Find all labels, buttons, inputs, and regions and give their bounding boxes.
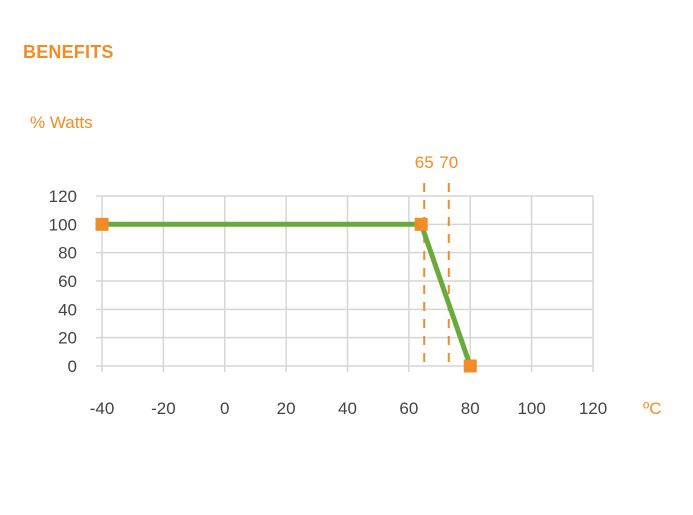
x-tick-label: 120 (579, 399, 607, 418)
y-axis-label: % Watts (30, 113, 93, 132)
y-tick-label: 60 (58, 272, 77, 291)
reference-lines: 65 70 (415, 153, 458, 366)
y-tick-labels: 0 20 40 60 80 100 120 (49, 187, 77, 376)
x-tick-label: 20 (277, 399, 296, 418)
data-point (95, 217, 109, 231)
x-tick-label: 100 (517, 399, 545, 418)
x-tick-label: 60 (399, 399, 418, 418)
x-axis-unit: ºC (643, 399, 662, 418)
x-tick-label: 0 (220, 399, 229, 418)
y-tick-label: 20 (58, 329, 77, 348)
x-tick-label: -20 (151, 399, 176, 418)
reference-label-65: 65 (415, 153, 434, 172)
x-tick-label: 40 (338, 399, 357, 418)
data-point (414, 217, 428, 231)
y-tick-label: 100 (49, 215, 77, 234)
data-points (95, 217, 477, 373)
x-tick-label: -40 (90, 399, 115, 418)
y-tick-label: 120 (49, 187, 77, 206)
x-tick-labels: -40 -20 0 20 40 60 80 100 120 (90, 399, 607, 418)
x-tick-label: 80 (461, 399, 480, 418)
reference-label-70: 70 (439, 153, 458, 172)
y-tick-label: 80 (58, 244, 77, 263)
page-heading: BENEFITS (23, 42, 114, 62)
y-tick-label: 0 (68, 357, 77, 376)
y-tick-label: 40 (58, 300, 77, 319)
data-point (463, 359, 477, 373)
